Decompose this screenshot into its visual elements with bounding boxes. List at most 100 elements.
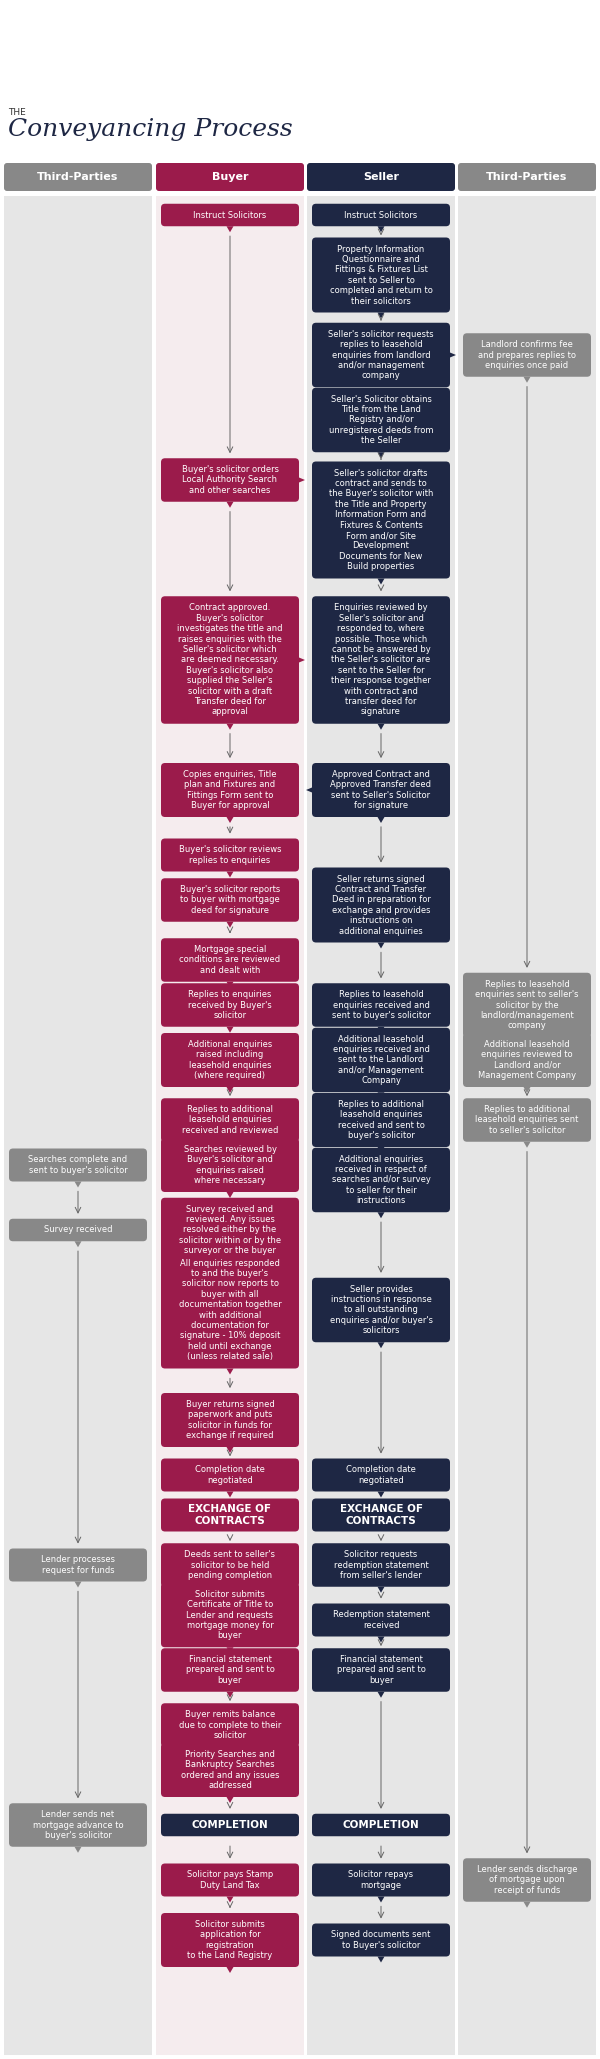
Polygon shape: [227, 1966, 233, 1973]
Text: Third-Parties: Third-Parties: [37, 173, 119, 181]
FancyBboxPatch shape: [458, 196, 596, 2055]
Text: Solicitor repays
mortgage: Solicitor repays mortgage: [349, 1870, 413, 1890]
FancyBboxPatch shape: [312, 1499, 450, 1532]
Polygon shape: [377, 313, 385, 319]
Text: Replies to additional
leasehold enquiries sent
to seller's solicitor: Replies to additional leasehold enquirie…: [475, 1106, 578, 1135]
Polygon shape: [299, 657, 305, 663]
Text: Contract approved.
Buyer's solicitor
investigates the title and
raises enquiries: Contract approved. Buyer's solicitor inv…: [177, 603, 283, 717]
FancyBboxPatch shape: [161, 459, 299, 502]
Polygon shape: [227, 725, 233, 729]
Polygon shape: [523, 1903, 530, 1909]
FancyBboxPatch shape: [463, 1097, 591, 1143]
Text: Searches reviewed by
Buyer's solicitor and
enquiries raised
where necessary: Searches reviewed by Buyer's solicitor a…: [184, 1145, 277, 1186]
Polygon shape: [450, 352, 456, 358]
FancyBboxPatch shape: [161, 597, 299, 725]
Text: Searches complete and
sent to buyer's solicitor: Searches complete and sent to buyer's so…: [28, 1155, 128, 1176]
Text: Completion date
negotiated: Completion date negotiated: [195, 1466, 265, 1485]
Polygon shape: [227, 1143, 233, 1147]
Polygon shape: [377, 1147, 385, 1153]
Polygon shape: [377, 1213, 385, 1219]
FancyBboxPatch shape: [312, 984, 450, 1027]
FancyBboxPatch shape: [463, 1859, 591, 1903]
FancyBboxPatch shape: [156, 163, 304, 191]
Text: Additional leasehold
enquiries reviewed to
Landlord and/or
Management Company: Additional leasehold enquiries reviewed …: [478, 1040, 576, 1081]
Text: THE: THE: [8, 107, 26, 117]
Text: Lender processes
request for funds: Lender processes request for funds: [41, 1555, 115, 1575]
FancyBboxPatch shape: [9, 1804, 147, 1847]
FancyBboxPatch shape: [9, 1149, 147, 1182]
Polygon shape: [377, 1587, 385, 1594]
Text: Survey received and
reviewed. Any issues
resolved either by the
solicitor within: Survey received and reviewed. Any issues…: [179, 1205, 281, 1256]
Text: Seller: Seller: [363, 173, 399, 181]
Text: EXCHANGE OF
CONTRACTS: EXCHANGE OF CONTRACTS: [340, 1505, 422, 1526]
Polygon shape: [227, 1087, 233, 1093]
Text: All enquiries responded
to and the buyer's
solicitor now reports to
buyer with a: All enquiries responded to and the buyer…: [179, 1258, 281, 1361]
Text: Lender sends net
mortgage advance to
buyer's solicitor: Lender sends net mortgage advance to buy…: [32, 1810, 124, 1841]
FancyBboxPatch shape: [312, 1544, 450, 1587]
Polygon shape: [227, 1692, 233, 1699]
Text: Deeds sent to seller's
solicitor to be held
pending completion: Deeds sent to seller's solicitor to be h…: [185, 1550, 275, 1579]
Text: Buyer: Buyer: [212, 173, 248, 181]
Text: Copies enquiries, Title
plan and Fixtures and
Fittings Form sent to
Buyer for ap: Copies enquiries, Title plan and Fixture…: [183, 770, 277, 809]
FancyBboxPatch shape: [312, 1863, 450, 1896]
FancyBboxPatch shape: [463, 972, 591, 1038]
FancyBboxPatch shape: [312, 1093, 450, 1147]
Polygon shape: [377, 817, 385, 824]
FancyBboxPatch shape: [312, 1458, 450, 1491]
Polygon shape: [377, 1637, 385, 1643]
FancyBboxPatch shape: [161, 1252, 299, 1369]
FancyBboxPatch shape: [161, 1703, 299, 1746]
Polygon shape: [377, 1956, 385, 1962]
Polygon shape: [74, 1242, 82, 1248]
Polygon shape: [227, 1798, 233, 1804]
Text: Instruct Solicitors: Instruct Solicitors: [193, 210, 266, 220]
Text: Solicitor requests
redemption statement
from seller's lender: Solicitor requests redemption statement …: [334, 1550, 428, 1579]
Text: Solicitor submits
application for
registration
to the Land Registry: Solicitor submits application for regist…: [187, 1919, 272, 1960]
Text: Solicitor pays Stamp
Duty Land Tax: Solicitor pays Stamp Duty Land Tax: [187, 1870, 273, 1890]
Text: Buyer remits balance
due to complete to their
solicitor: Buyer remits balance due to complete to …: [179, 1711, 281, 1740]
Polygon shape: [306, 787, 312, 793]
Polygon shape: [377, 579, 385, 585]
FancyBboxPatch shape: [161, 879, 299, 922]
Text: Mortgage special
conditions are reviewed
and dealt with: Mortgage special conditions are reviewed…: [179, 945, 281, 974]
Polygon shape: [377, 725, 385, 729]
FancyBboxPatch shape: [4, 163, 152, 191]
Text: Enquiries reviewed by
Seller's solicitor and
responded to, where
possible. Those: Enquiries reviewed by Seller's solicitor…: [331, 603, 431, 717]
FancyBboxPatch shape: [463, 1034, 591, 1087]
Text: Replies to additional
leasehold enquiries
received and sent to
buyer's solicitor: Replies to additional leasehold enquirie…: [338, 1100, 424, 1141]
Polygon shape: [74, 1581, 82, 1587]
Polygon shape: [299, 478, 305, 482]
Polygon shape: [227, 1896, 233, 1903]
Polygon shape: [227, 1447, 233, 1454]
Polygon shape: [227, 1027, 233, 1034]
FancyBboxPatch shape: [161, 1034, 299, 1087]
FancyBboxPatch shape: [463, 334, 591, 377]
FancyBboxPatch shape: [161, 1863, 299, 1896]
Text: Seller's Solicitor obtains
Title from the Land
Registry and/or
unregistered deed: Seller's Solicitor obtains Title from th…: [329, 395, 433, 445]
Polygon shape: [227, 226, 233, 233]
Text: Priority Searches and
Bankruptcy Searches
ordered and any issues
addressed: Priority Searches and Bankruptcy Searche…: [181, 1750, 279, 1789]
FancyBboxPatch shape: [161, 1744, 299, 1798]
FancyBboxPatch shape: [161, 1458, 299, 1491]
Text: Instruct Solicitors: Instruct Solicitors: [344, 210, 418, 220]
FancyBboxPatch shape: [312, 597, 450, 725]
Text: Buyer's solicitor orders
Local Authority Search
and other searches: Buyer's solicitor orders Local Authority…: [182, 465, 278, 494]
FancyBboxPatch shape: [161, 984, 299, 1027]
FancyBboxPatch shape: [312, 1923, 450, 1956]
Polygon shape: [377, 1491, 385, 1497]
Polygon shape: [523, 1038, 530, 1044]
Polygon shape: [523, 1143, 530, 1147]
Polygon shape: [227, 1369, 233, 1375]
Polygon shape: [227, 1262, 233, 1268]
Text: Additional enquiries
received in respect of
searches and/or survey
to seller for: Additional enquiries received in respect…: [332, 1155, 430, 1205]
Text: COMPLETION: COMPLETION: [191, 1820, 268, 1830]
FancyBboxPatch shape: [312, 237, 450, 313]
Text: Redemption statement
received: Redemption statement received: [332, 1610, 430, 1631]
Polygon shape: [377, 1342, 385, 1349]
FancyBboxPatch shape: [161, 1198, 299, 1262]
FancyBboxPatch shape: [161, 939, 299, 982]
Polygon shape: [227, 1491, 233, 1497]
FancyBboxPatch shape: [312, 764, 450, 817]
FancyBboxPatch shape: [161, 1649, 299, 1692]
FancyBboxPatch shape: [161, 1394, 299, 1447]
